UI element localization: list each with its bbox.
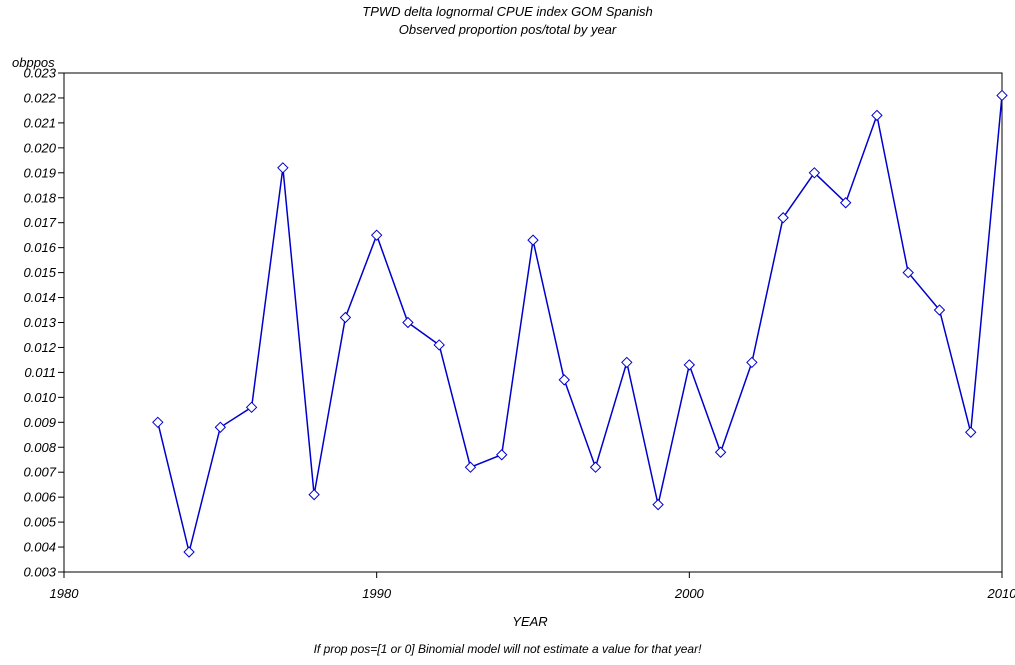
data-point-2001 [714,446,727,458]
data-point-2004 [808,167,821,179]
data-markers [152,89,1008,558]
y-tick-label: 0.010 [23,390,56,405]
data-point-1985 [214,421,227,433]
data-point-2008 [933,304,946,316]
y-tick-label: 0.020 [23,140,56,155]
data-point-1996 [558,374,570,386]
data-point-1999 [652,498,664,511]
data-point-2003 [777,212,789,224]
data-point-1984 [183,546,195,558]
y-tick-label: 0.012 [23,340,56,355]
y-tick-label: 0.006 [23,490,56,505]
data-point-1986 [245,401,258,414]
data-point-1990 [370,229,383,241]
y-tick-label: 0.015 [23,265,56,280]
y-tick-label: 0.011 [24,365,56,380]
x-tick-label: 2000 [674,586,705,601]
y-axis-label: obppos [12,55,55,70]
y-tick-label: 0.019 [23,165,56,180]
data-point-1994 [496,449,508,461]
y-tick-label: 0.008 [23,440,56,455]
x-tick-label: 1990 [362,586,392,601]
data-point-1995 [527,234,539,246]
chart-title: TPWD delta lognormal CPUE index GOM Span… [362,4,653,19]
y-tick-label: 0.003 [23,565,56,580]
y-tick-label: 0.016 [23,240,56,255]
data-point-2002 [746,356,758,369]
chart-subtitle: Observed proportion pos/total by year [398,22,617,37]
data-point-2009 [965,426,977,438]
y-tick-label: 0.014 [23,290,56,305]
footnote: If prop pos=[1 or 0] Binomial model will… [313,642,702,656]
data-point-2000 [683,359,696,371]
data-point-1992 [433,339,445,351]
y-tick-label: 0.023 [23,66,56,81]
y-tick-label: 0.007 [23,465,56,480]
plot-frame [63,72,1003,573]
data-point-1993 [464,461,477,473]
x-tick-label: 1980 [50,586,80,601]
data-point-1998 [621,356,633,369]
data-point-2005 [839,197,852,209]
y-tick-label: 0.009 [23,415,56,430]
y-tick-label: 0.005 [23,515,56,530]
data-point-2006 [871,109,883,122]
x-axis: 1980 1990 2000 2010 [50,572,1015,601]
data-point-1983 [152,416,164,429]
data-point-1991 [402,316,414,329]
y-tick-label: 0.018 [23,190,56,205]
series-line [157,95,1003,553]
y-tick-label: 0.013 [23,315,56,330]
y-tick-label: 0.022 [23,90,56,105]
data-point-1988 [308,488,320,501]
data-point-1989 [339,311,352,324]
y-tick-label: 0.017 [23,215,56,230]
x-axis-label: YEAR [512,614,547,629]
data-point-1987 [277,162,289,174]
x-tick-label: 2010 [987,586,1015,601]
data-point-2010 [996,89,1008,102]
y-tick-label: 0.021 [23,115,56,130]
data-point-2007 [902,266,914,279]
y-tick-label: 0.004 [23,540,56,555]
data-point-1997 [589,461,602,473]
y-axis: 0.003 0.004 0.005 0.006 0.007 0.008 0.009 0.010… [23,66,64,580]
